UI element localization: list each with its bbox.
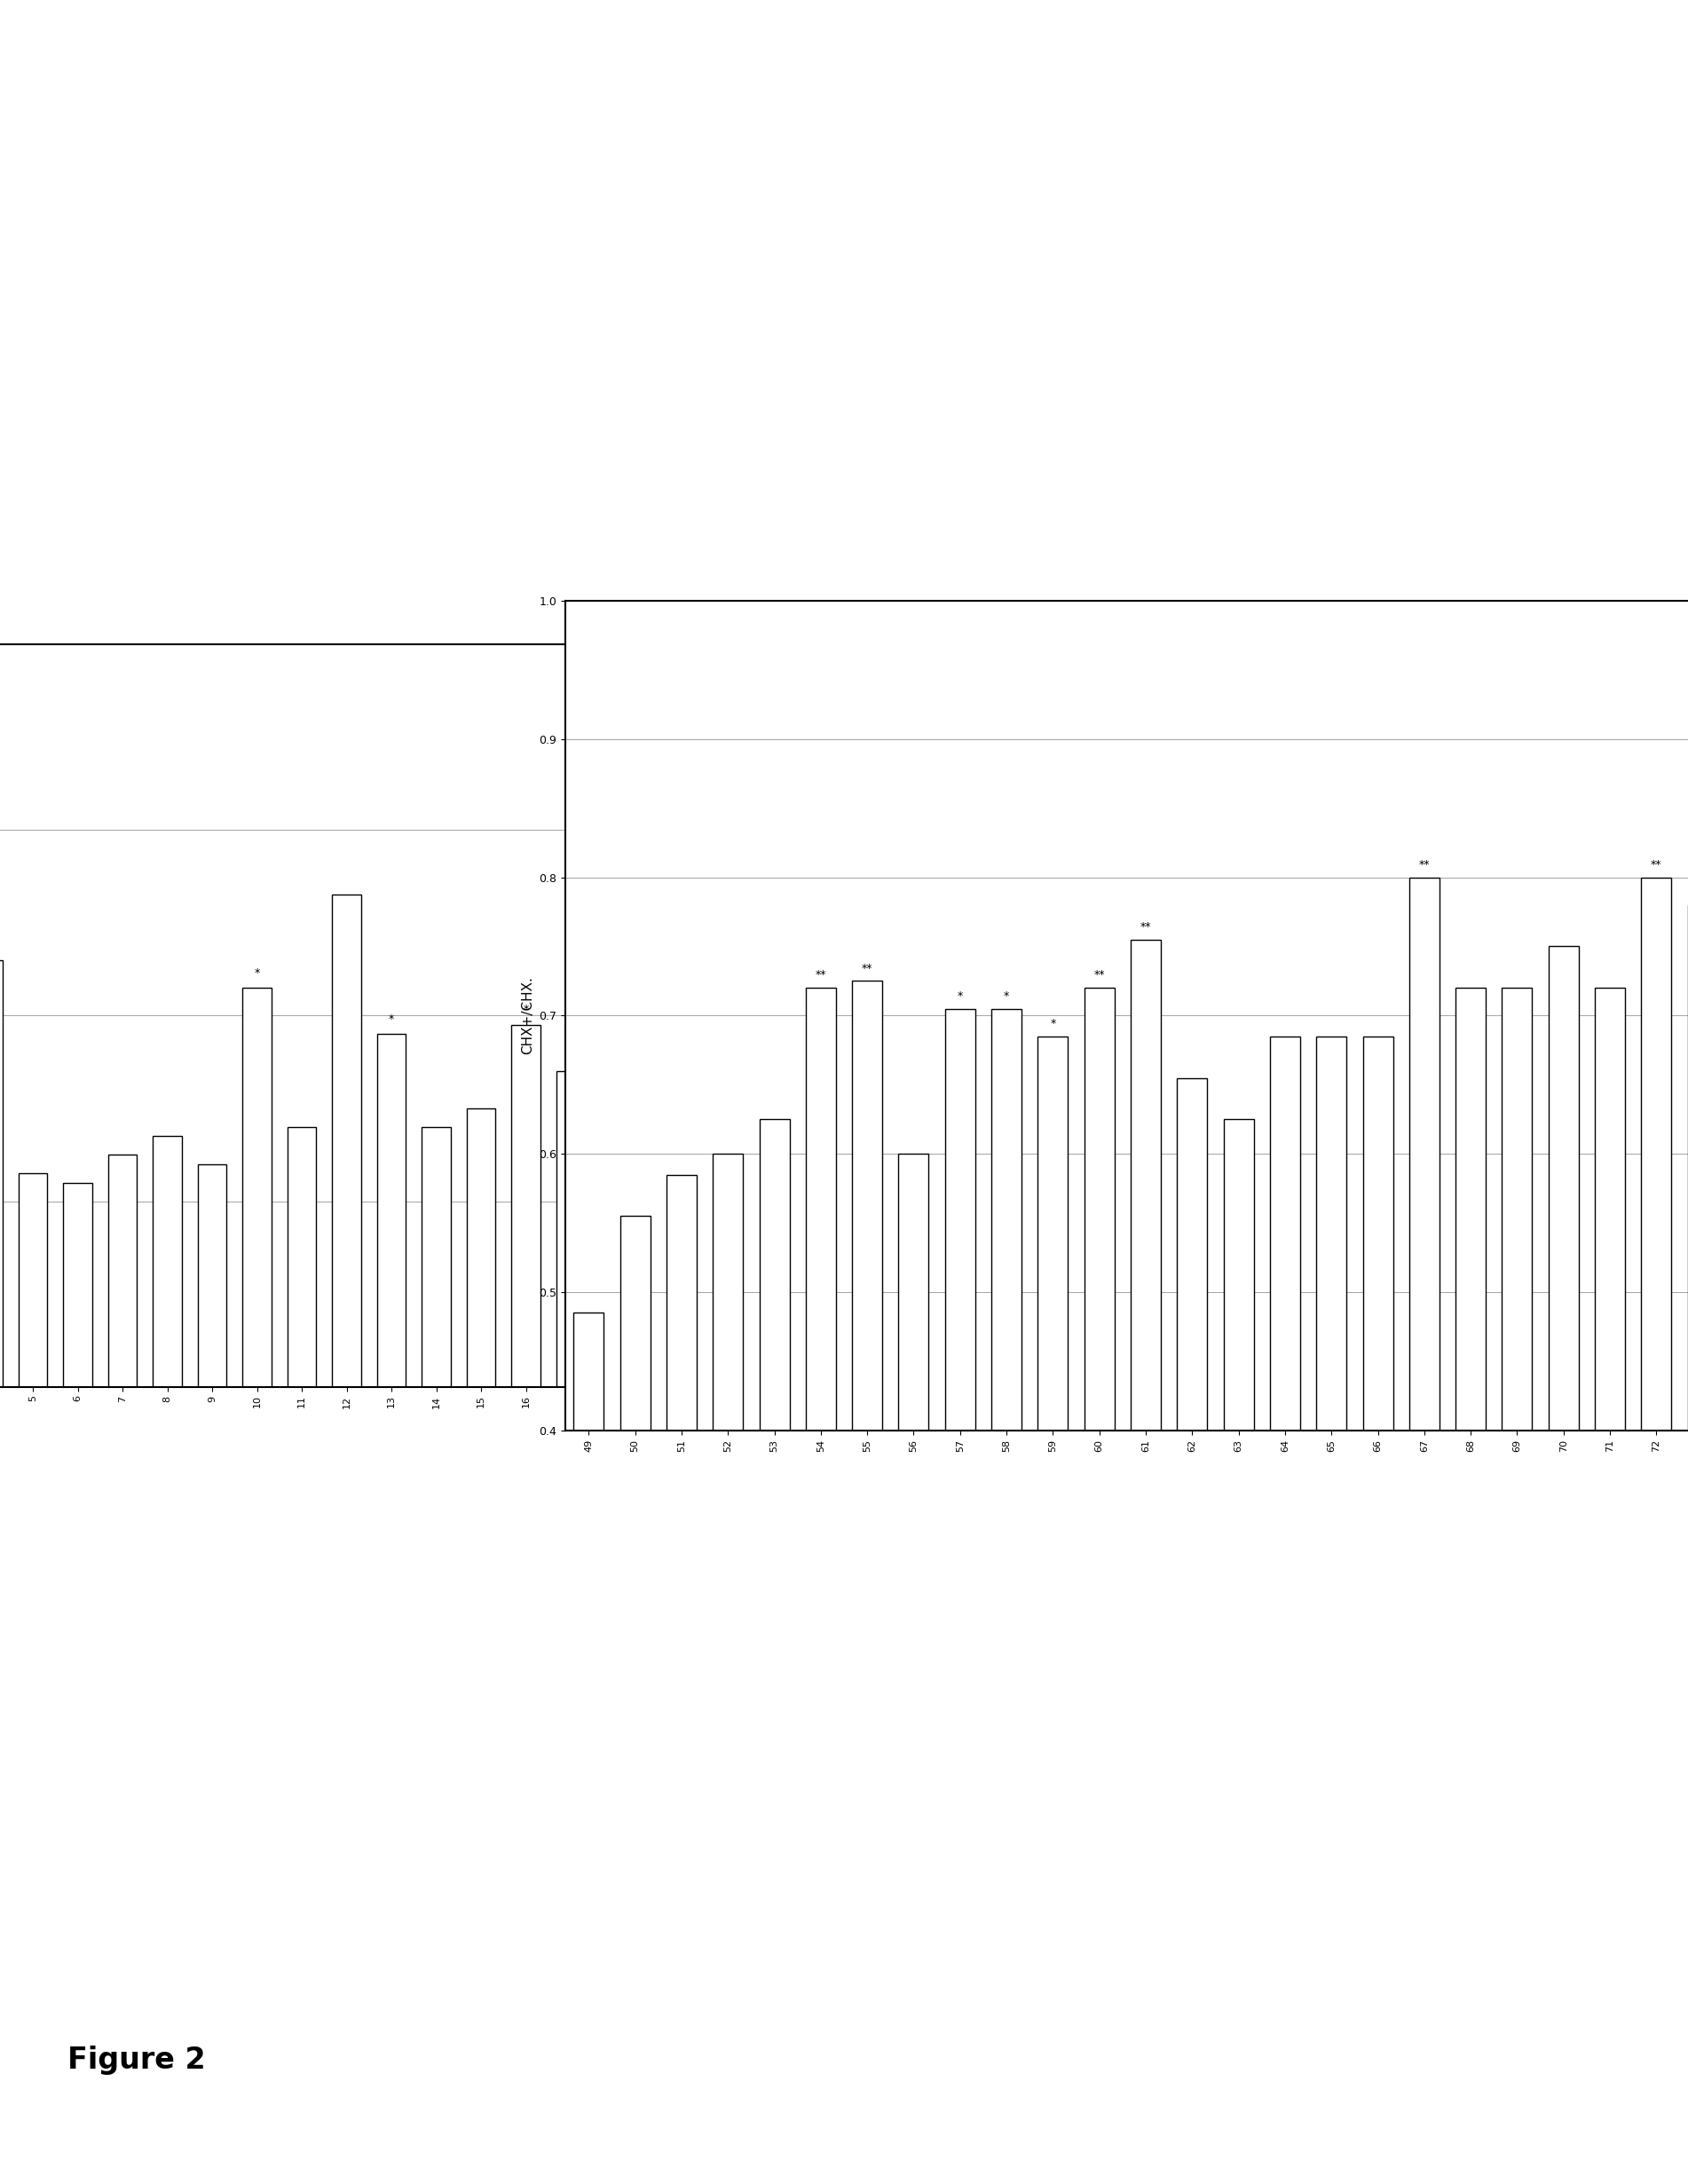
Bar — [1131, 939, 1161, 1431]
Text: **: ** — [815, 970, 827, 981]
Bar — [511, 1024, 540, 1387]
Bar — [869, 1127, 900, 1387]
Bar — [197, 1164, 226, 1387]
Bar — [1641, 878, 1671, 1431]
Bar — [1038, 1037, 1069, 1431]
Bar — [1177, 1079, 1207, 1431]
Bar — [945, 1009, 976, 1431]
Bar — [466, 1109, 496, 1387]
Bar — [805, 987, 836, 1431]
Text: **: ** — [1651, 858, 1663, 869]
Text: *: * — [957, 989, 962, 1002]
Bar — [1224, 1118, 1254, 1431]
Text: *: * — [1004, 989, 1009, 1002]
Bar — [287, 1127, 316, 1387]
Bar — [422, 1127, 451, 1387]
Text: **: ** — [861, 963, 873, 974]
Text: *: * — [658, 911, 663, 922]
Bar — [19, 1173, 47, 1387]
Bar — [574, 1313, 604, 1431]
Bar — [1595, 987, 1626, 1431]
Bar — [959, 1164, 989, 1387]
Bar — [1548, 946, 1578, 1431]
Bar — [760, 1118, 790, 1431]
Bar — [736, 1044, 765, 1387]
Bar — [333, 895, 361, 1387]
Bar — [1269, 1037, 1300, 1431]
Bar — [619, 1216, 650, 1431]
Bar — [1409, 878, 1440, 1431]
Bar — [852, 981, 883, 1431]
Text: **: ** — [1094, 970, 1106, 981]
Text: Figure 2: Figure 2 — [68, 2046, 206, 2075]
Text: *: * — [388, 1013, 395, 1024]
Y-axis label: CHX+/CHX.: CHX+/CHX. — [522, 976, 533, 1055]
Bar — [1362, 1037, 1393, 1431]
Bar — [991, 1009, 1021, 1431]
Bar — [62, 1184, 93, 1387]
Text: *: * — [255, 968, 260, 978]
Bar — [376, 1033, 407, 1387]
Text: *: * — [523, 1005, 528, 1016]
Bar — [243, 987, 272, 1387]
Bar — [108, 1155, 137, 1387]
Bar — [601, 1099, 630, 1387]
Bar — [1084, 987, 1114, 1431]
Bar — [1502, 987, 1533, 1431]
Text: **: ** — [1139, 922, 1151, 933]
Bar — [667, 1175, 697, 1431]
Bar — [1455, 987, 1485, 1431]
Text: *: * — [1050, 1018, 1055, 1029]
Bar — [647, 933, 675, 1387]
Bar — [1317, 1037, 1347, 1431]
Bar — [898, 1153, 928, 1431]
Bar — [555, 1072, 586, 1387]
Bar — [1004, 1061, 1033, 1387]
Bar — [825, 1081, 854, 1387]
Bar — [780, 1164, 809, 1387]
Bar — [915, 1144, 944, 1387]
Bar — [1094, 738, 1123, 1387]
Bar — [154, 1136, 182, 1387]
Bar — [1050, 1053, 1079, 1387]
Bar — [690, 1144, 719, 1387]
Bar — [0, 961, 3, 1387]
Text: **: ** — [1418, 858, 1430, 869]
Bar — [712, 1153, 743, 1431]
